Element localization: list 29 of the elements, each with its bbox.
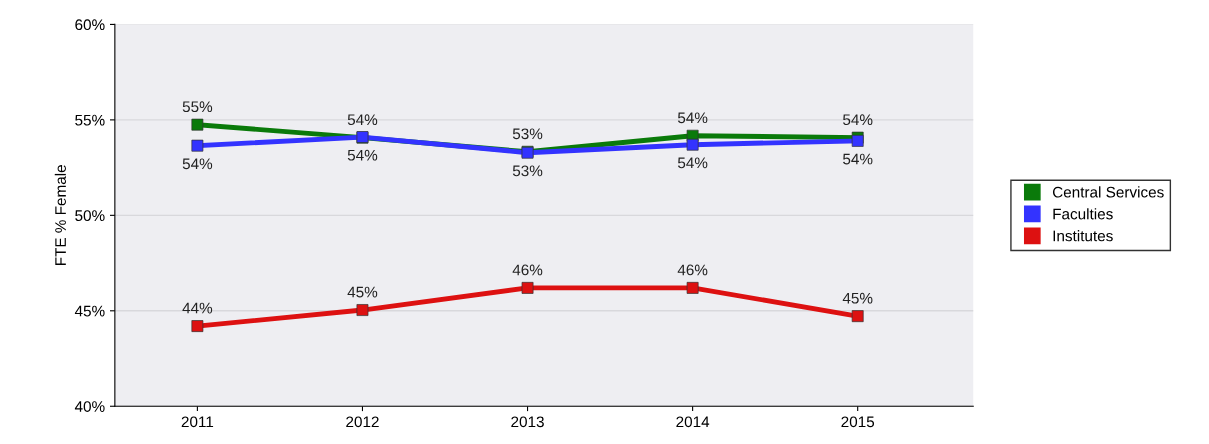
y-tick-label: 40% <box>74 401 105 412</box>
data-label: 46% <box>512 264 543 276</box>
data-label: 45% <box>347 286 378 298</box>
legend-label: Central Services <box>1052 186 1164 198</box>
data-label: 45% <box>842 292 873 304</box>
y-tick-label: 45% <box>74 305 105 317</box>
y-tick-label: 60% <box>75 19 105 31</box>
x-tick-label: 2014 <box>676 416 710 428</box>
legend-label: Institutes <box>1053 230 1113 242</box>
data-label: 54% <box>347 149 378 161</box>
data-label: 54% <box>347 114 378 126</box>
x-tick-label: 2013 <box>511 416 544 428</box>
x-tick-label: 2011 <box>181 416 214 428</box>
legend-label: Faculties <box>1053 208 1113 220</box>
data-label: 54% <box>677 157 708 169</box>
data-label: 53% <box>512 165 543 177</box>
y-tick-label: 50% <box>75 210 105 222</box>
data-label: 54% <box>843 114 873 126</box>
data-label: 54% <box>677 112 708 124</box>
data-label: 53% <box>512 128 543 140</box>
x-tick-label: 2015 <box>841 416 875 428</box>
data-label: 46% <box>677 264 708 276</box>
y-tick-label: 55% <box>75 114 105 126</box>
data-label: 54% <box>843 153 873 165</box>
data-label: 44% <box>182 302 213 314</box>
x-tick-label: 2012 <box>346 416 379 428</box>
data-label: 55% <box>182 101 213 113</box>
data-label: 54% <box>182 158 213 170</box>
y-axis-title: FTE % Female <box>54 165 66 266</box>
